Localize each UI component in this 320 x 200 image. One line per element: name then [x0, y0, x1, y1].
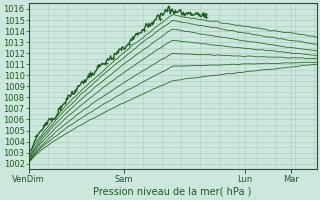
X-axis label: Pression niveau de la mer( hPa ): Pression niveau de la mer( hPa ): [93, 187, 252, 197]
